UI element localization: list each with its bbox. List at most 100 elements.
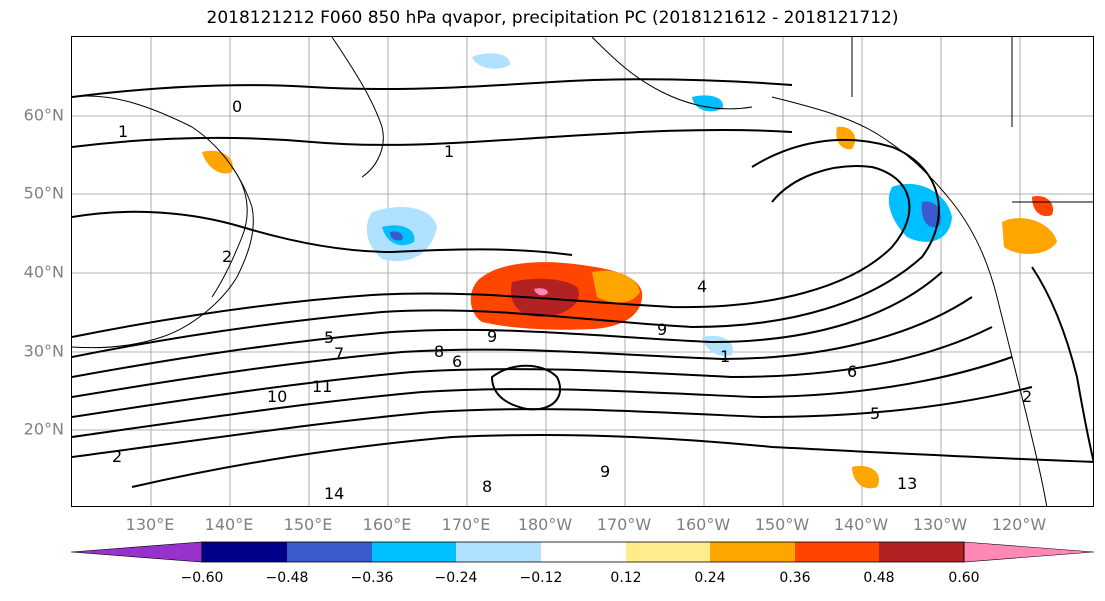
lon-label-160e: 160°E: [362, 515, 412, 534]
contour-label: 11: [312, 377, 332, 396]
contour-label: 14: [324, 484, 344, 503]
colorbar-tick: 0.60: [948, 570, 980, 586]
figure-title: 2018121212 F060 850 hPa qvapor, precipit…: [206, 8, 899, 28]
lon-label-120w: 120°W: [991, 515, 1047, 534]
colorbar-extend-min: [70, 541, 203, 563]
contour-label: 9: [487, 327, 497, 346]
contour-13: [72, 386, 1033, 458]
contour-label: 1: [444, 142, 454, 161]
contour-label: 9: [600, 462, 610, 481]
positive-anomaly-japan: [202, 150, 233, 174]
colorbar-tick: −0.12: [519, 570, 563, 586]
contour-0: [72, 78, 793, 98]
contour-closed-8: [490, 364, 562, 411]
lon-label-140w: 140°W: [833, 515, 889, 534]
positive-anomaly-peak: [534, 288, 548, 296]
lon-label-180w: 180°W: [517, 515, 573, 534]
lon-label-130w: 130°W: [912, 515, 968, 534]
negative-anomaly-west-peak: [390, 231, 403, 241]
colorbar-tick: −0.60: [180, 570, 224, 586]
contour-label: 6: [452, 352, 462, 371]
political-borders: [851, 37, 1093, 203]
contour-14: [131, 434, 1093, 488]
contour-east: [1031, 266, 1093, 464]
colorbar-extend-max: [963, 541, 1095, 563]
colorbar-bin: [795, 542, 879, 562]
contour-5: [72, 138, 940, 358]
map-canvas: 0 1 1 2 4 5 7 8 9 10 11 13 14 2 9 6 5 2 …: [72, 37, 1093, 506]
positive-anomaly-coast: [1002, 218, 1057, 254]
colorbar-bin: [202, 542, 287, 562]
contour-label: 6: [847, 362, 857, 381]
north-america-coast: [771, 96, 1048, 506]
lon-label-140e: 140°E: [204, 515, 254, 534]
colorbar-frame: [201, 541, 965, 563]
lon-label-150e: 150°E: [283, 515, 333, 534]
negative-anomaly-central: [702, 335, 733, 356]
contour-2: [72, 210, 573, 256]
lat-label-20n: 20°N: [23, 419, 64, 439]
contour-label: 5: [324, 328, 334, 347]
negative-anomaly-northeast-core: [921, 201, 941, 228]
lon-label-170w: 170°W: [596, 515, 652, 534]
contour-labels: 0 1 1 2 4 5 7 8 9 10 11 13 14 2 9 6 5 2 …: [112, 97, 1032, 503]
lat-label-60n: 60°N: [23, 105, 64, 125]
lat-label-50n: 50°N: [23, 183, 64, 203]
contour-label: 8: [434, 342, 444, 361]
lat-label-30n: 30°N: [23, 341, 64, 361]
contour-label: 7: [334, 344, 344, 363]
lon-label-160w: 160°W: [675, 515, 731, 534]
contour-label: 0: [232, 97, 242, 116]
colorbar-tick: −0.24: [434, 570, 478, 586]
contour-1: [72, 128, 793, 148]
map-panel: 0 1 1 2 4 5 7 8 9 10 11 13 14 2 9 6 5 2 …: [71, 36, 1094, 507]
contour-label: 10: [267, 387, 287, 406]
kamchatka-coast: [331, 37, 384, 178]
contour-label: 9: [657, 320, 667, 339]
contour-label: 4: [697, 277, 707, 296]
contour-7: [72, 271, 943, 378]
contour-4: [72, 165, 911, 338]
negative-anomaly-north: [472, 53, 511, 69]
contour-label: 5: [870, 404, 880, 423]
colorbar: [70, 541, 1095, 563]
colorbar-tick: 0.12: [610, 570, 642, 586]
colorbar-tick: −0.48: [265, 570, 309, 586]
contour-label: 2: [1022, 387, 1032, 406]
contour-label: 13: [897, 474, 917, 493]
colorbar-bin: [541, 542, 626, 562]
negative-anomaly-northeast: [888, 183, 952, 242]
colorbar-bin: [456, 542, 541, 562]
colorbar-bin: [710, 542, 795, 562]
lat-label-40n: 40°N: [23, 262, 64, 282]
contour-label: 2: [112, 447, 122, 466]
positive-anomaly-coast-core: [1032, 196, 1054, 217]
asia-coast: [72, 95, 254, 349]
contour-label: 2: [222, 247, 232, 266]
japan-arc: [211, 166, 248, 298]
contour-label: 1: [720, 347, 730, 366]
colorbar-tick: −0.36: [350, 570, 394, 586]
colorbar-tick: 0.36: [779, 570, 811, 586]
bering-coast: [591, 37, 753, 110]
colorbar-bin: [879, 542, 964, 562]
contour-10: [72, 326, 993, 418]
qvapor-contours: [72, 78, 1093, 488]
colorbar-bin: [287, 542, 372, 562]
negative-anomaly-bering: [692, 95, 723, 112]
colorbar-tick: 0.48: [863, 570, 895, 586]
positive-anomaly-gulf: [836, 126, 856, 150]
contour-label: 8: [482, 477, 492, 496]
lon-label-150w: 150°W: [754, 515, 810, 534]
lon-label-170e: 170°E: [441, 515, 491, 534]
coastlines: [72, 37, 1093, 506]
colorbar-tick: 0.24: [694, 570, 726, 586]
positive-anomaly-east: [592, 270, 640, 303]
colorbar-bin: [372, 542, 456, 562]
contour-9: [72, 296, 973, 398]
colorbar-bin: [626, 542, 710, 562]
lon-label-130e: 130°E: [125, 515, 175, 534]
contour-11: [72, 356, 1013, 438]
positive-anomaly-south: [852, 465, 880, 489]
contour-label: 1: [118, 122, 128, 141]
